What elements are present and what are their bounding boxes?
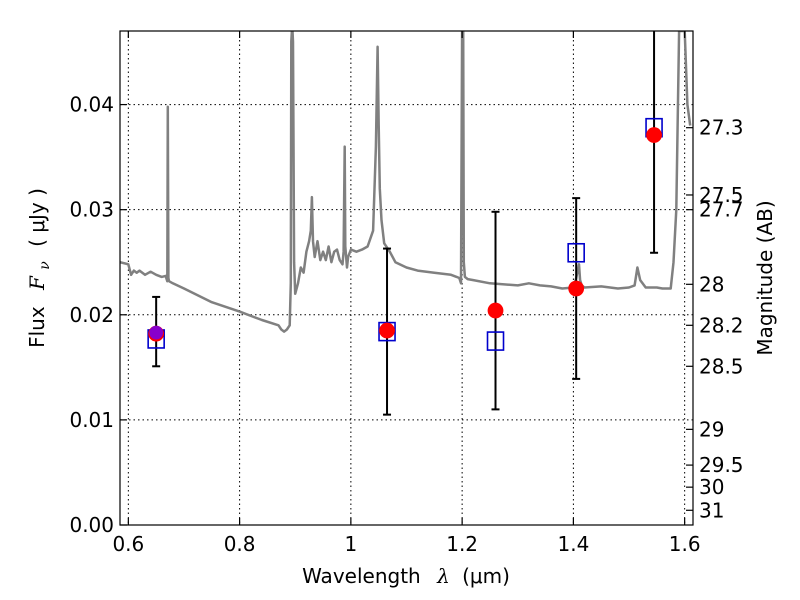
y2-tick-label: 28 [699,272,724,296]
y-tick-label: 0.04 [69,93,114,117]
observed-point [379,322,395,339]
x-tick-label: 1.2 [446,532,478,556]
x-tick-label: 1.4 [557,532,589,556]
y-tick-label: 0.02 [69,303,114,327]
observed-point [646,127,662,143]
model-point-square [567,242,585,263]
axis-ticks: 0.6 0.8 1 1.2 1.4 1.6 0.00 0.01 0.02 0.03 0.04 27.3… [69,31,744,556]
x-tick-label: 1.6 [669,532,701,556]
spectrum-line [120,31,692,333]
y2-tick-label: 31 [699,498,724,522]
x-tick-label: 0.6 [112,532,144,556]
x-axis-label: Wavelength λ (μm) [302,564,510,588]
model-point-square [378,321,396,342]
y2-tick-label: 30 [699,475,724,499]
y-tick-label: 0.01 [69,408,114,432]
model-point-square [486,331,505,351]
y2-tick-label: 28.2 [699,313,744,337]
y2-tick-label: 27.5 [699,183,744,207]
y2-tick-label: 29 [699,417,724,441]
y2-tick-label: 29.5 [699,453,744,477]
y2-tick-label: 27.3 [699,116,744,140]
grid [120,31,693,525]
observed-point-purple [149,325,164,340]
x-tick-label: 1 [345,532,358,556]
y2-tick-label: 28.5 [699,354,744,378]
y2-axis-label: Magnitude (AB) [753,200,777,355]
x-tick-label: 0.8 [224,532,256,556]
plot-area [120,31,692,416]
plot-frame [119,30,694,526]
y-tick-label: 0.00 [69,513,114,537]
y-axis-label: Flux F ν ( μJy ) [25,188,54,348]
y-tick-label: 0.03 [69,198,114,222]
observed-point [568,280,585,297]
observed-point [487,302,504,319]
y2-tick-label: 27.7 [699,198,744,222]
